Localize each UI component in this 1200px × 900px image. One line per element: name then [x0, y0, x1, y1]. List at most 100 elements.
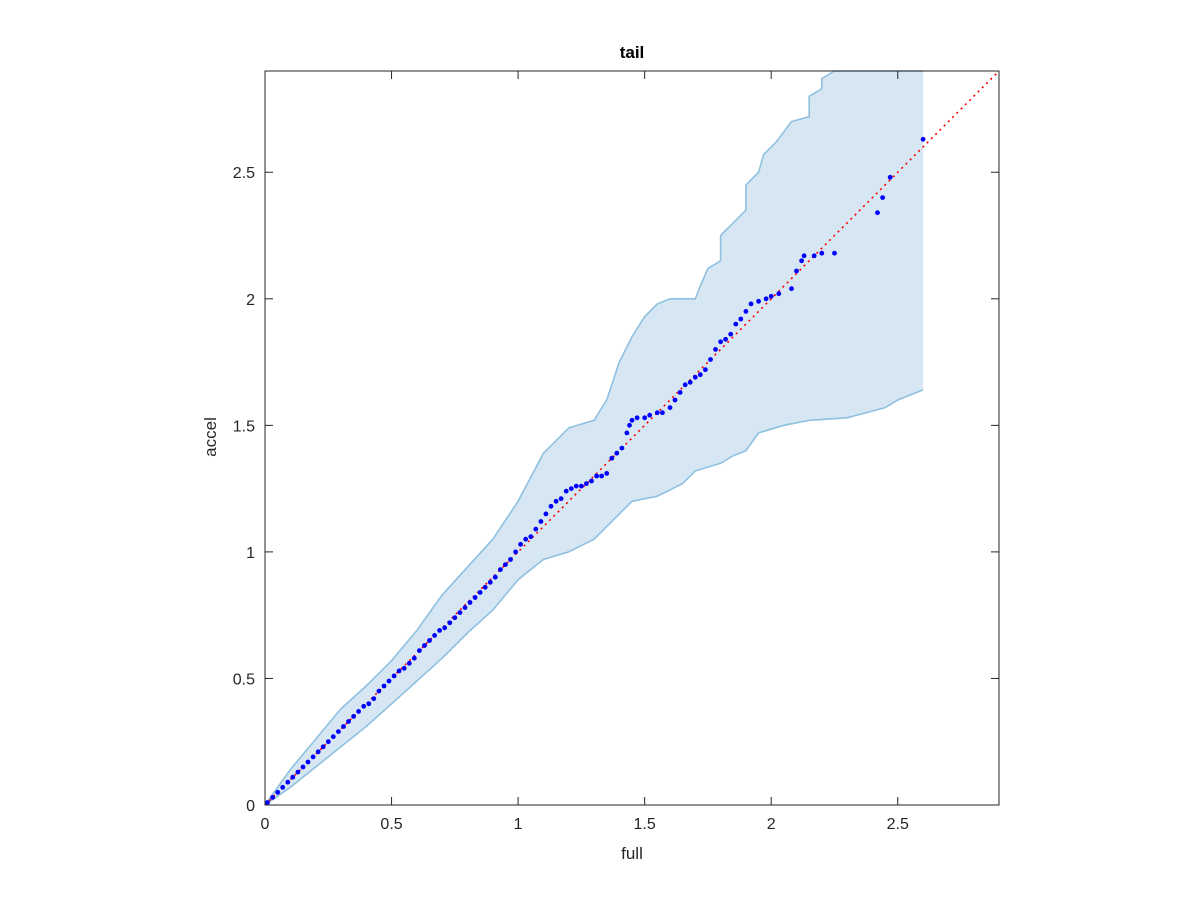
data-point	[708, 357, 713, 362]
data-point	[487, 579, 493, 585]
data-point	[718, 339, 723, 345]
x-tick-label: 2	[767, 816, 776, 833]
data-point	[692, 374, 698, 380]
y-tick-label: 2.5	[233, 165, 255, 182]
data-point	[594, 473, 599, 479]
data-point	[427, 638, 432, 643]
data-point	[330, 734, 336, 740]
data-point	[300, 764, 306, 770]
data-point	[654, 410, 660, 416]
data-point	[647, 412, 653, 418]
data-point	[422, 643, 427, 648]
confidence-band-lower-edge	[264, 389, 924, 806]
data-point	[533, 526, 539, 532]
data-point	[728, 331, 734, 337]
x-tick-label: 0.5	[380, 816, 402, 833]
data-point	[667, 405, 673, 410]
data-point	[609, 455, 615, 461]
y-tick-label: 0	[246, 798, 255, 815]
data-point	[682, 382, 688, 388]
data-point	[447, 620, 453, 626]
data-point	[265, 800, 270, 805]
data-point	[776, 291, 782, 297]
data-point	[832, 250, 837, 256]
x-tick-label: 2.5	[887, 816, 909, 833]
data-point	[462, 605, 468, 610]
data-point	[568, 486, 574, 491]
data-point	[528, 534, 534, 540]
data-point	[697, 372, 703, 378]
data-point	[677, 390, 683, 395]
data-point	[584, 481, 589, 486]
data-point	[386, 678, 392, 684]
data-point	[523, 536, 529, 542]
data-points	[265, 136, 926, 805]
data-point	[763, 296, 769, 302]
data-point	[442, 625, 448, 631]
data-point	[558, 496, 564, 502]
data-point	[270, 795, 275, 800]
data-point	[619, 445, 625, 451]
data-point	[768, 293, 774, 299]
x-tick-label: 1.5	[634, 816, 656, 833]
data-point	[351, 714, 356, 719]
chart-title: tail	[620, 43, 645, 62]
data-point	[599, 473, 604, 479]
data-point	[794, 268, 799, 274]
data-point	[629, 417, 635, 423]
data-point	[880, 195, 885, 201]
data-point	[660, 410, 665, 416]
data-point	[467, 600, 473, 605]
axis-ticks: 0 0.5 1 1.5 2 2.5 0 0.5 1 1.5 2 2.5	[233, 71, 999, 833]
y-tick-label: 1	[246, 545, 255, 562]
y-tick-label: 1.5	[233, 418, 255, 435]
data-point	[290, 774, 296, 780]
data-point	[310, 754, 316, 760]
data-point	[508, 557, 513, 562]
data-point	[477, 590, 483, 595]
y-axis-label: accel	[201, 417, 220, 457]
data-point	[789, 286, 794, 292]
x-tick-label: 1	[514, 816, 523, 833]
y-tick-label: 0.5	[233, 671, 255, 688]
data-point	[401, 665, 407, 671]
data-point	[543, 511, 549, 517]
confidence-band-upper-edge	[264, 70, 924, 806]
axes-box	[264, 70, 1000, 806]
data-point	[518, 541, 523, 547]
data-point	[713, 347, 718, 352]
data-point	[642, 415, 648, 421]
data-point	[548, 503, 554, 509]
data-point	[589, 478, 594, 484]
data-point	[748, 301, 754, 307]
data-point	[341, 724, 346, 729]
data-point	[920, 136, 926, 142]
data-point	[305, 759, 311, 765]
data-point	[452, 615, 458, 621]
data-point	[733, 321, 739, 327]
data-point	[356, 709, 361, 714]
data-point	[687, 379, 693, 385]
data-point	[295, 769, 301, 775]
data-point	[604, 471, 610, 476]
data-point	[366, 701, 372, 707]
data-point	[346, 719, 351, 724]
confidence-band	[265, 71, 924, 805]
data-point	[472, 595, 478, 600]
x-axis-label: full	[621, 844, 643, 863]
data-point	[275, 789, 281, 795]
data-point	[553, 498, 559, 504]
data-point	[503, 562, 508, 567]
data-point	[482, 584, 488, 590]
data-point	[361, 703, 367, 709]
data-point	[579, 483, 584, 489]
x-tick-label: 0	[261, 816, 270, 833]
data-point	[811, 253, 817, 259]
data-point	[280, 784, 286, 790]
data-point	[799, 258, 804, 264]
data-point	[738, 316, 744, 322]
data-point	[396, 668, 402, 674]
data-point	[743, 309, 749, 314]
data-point	[563, 488, 569, 494]
